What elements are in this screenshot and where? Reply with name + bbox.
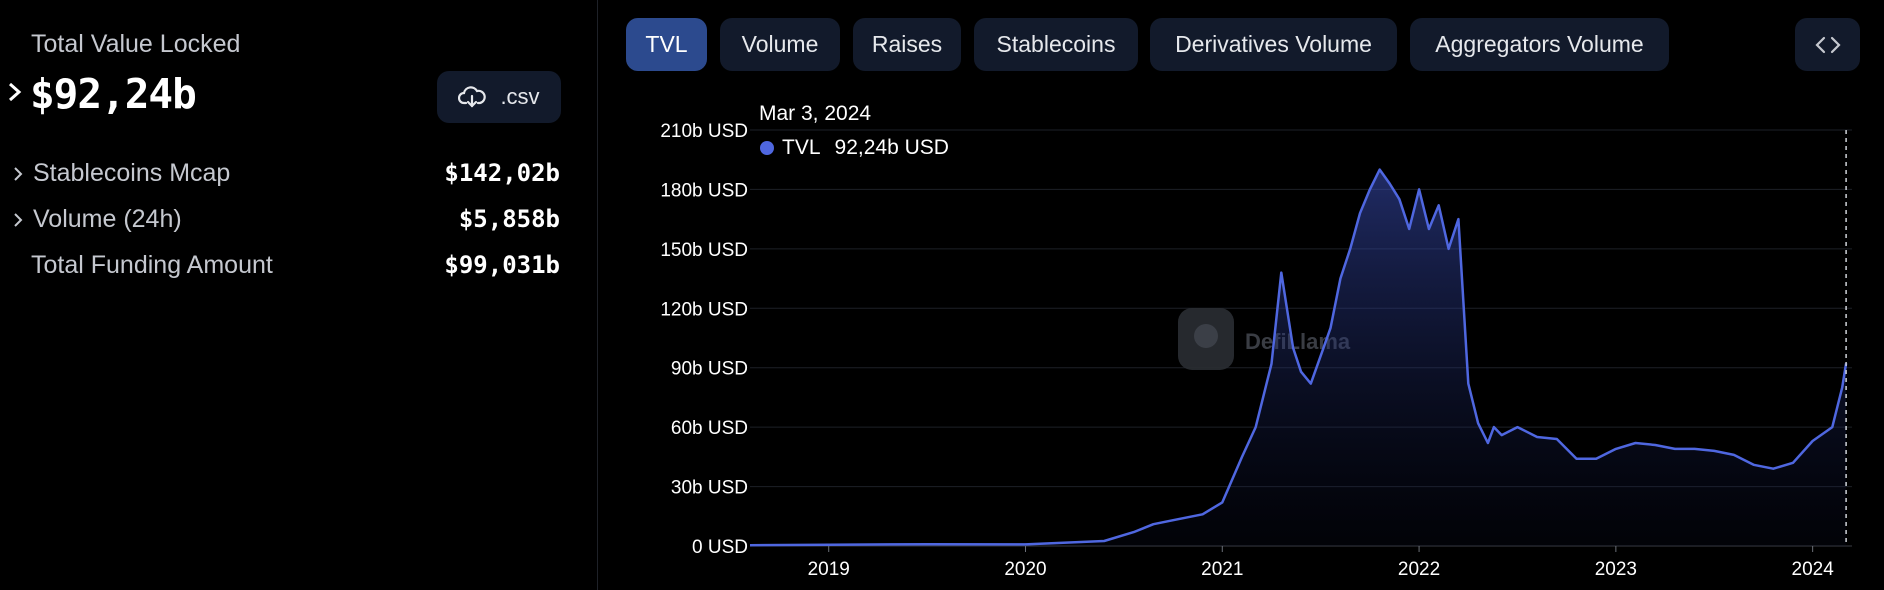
download-csv-button[interactable]: .csv xyxy=(437,71,561,123)
cloud-download-icon xyxy=(458,86,487,108)
csv-label: .csv xyxy=(500,84,540,109)
y-tick-label: 150b USD xyxy=(660,240,748,261)
tab-stablecoins[interactable]: Stablecoins xyxy=(974,18,1138,71)
y-tick-label: 0 USD xyxy=(692,537,748,558)
y-tick-label: 120b USD xyxy=(660,299,748,320)
y-tick-label: 30b USD xyxy=(671,478,748,499)
y-tick-label: 60b USD xyxy=(671,418,748,439)
stat-label: Volume (24h) xyxy=(33,205,182,233)
tab-volume[interactable]: Volume xyxy=(720,18,840,71)
tab-raises[interactable]: Raises xyxy=(853,18,961,71)
tooltip-value: 92,24b USD xyxy=(834,136,949,159)
tab-aggregators-volume[interactable]: Aggregators Volume xyxy=(1410,18,1669,71)
stat-row-stablecoins[interactable]: Stablecoins Mcap $142,02b xyxy=(0,159,560,191)
series-dot-icon xyxy=(760,141,774,155)
tooltip-date: Mar 3, 2024 xyxy=(759,102,872,125)
tvl-label: Total Value Locked xyxy=(31,30,241,58)
chevron-right-icon[interactable] xyxy=(6,80,24,104)
x-tick-label: 2022 xyxy=(1398,559,1440,580)
stat-label: Total Funding Amount xyxy=(31,251,273,279)
stat-value: $99,031b xyxy=(444,251,560,279)
stats-panel: Total Value Locked $92,24b .csv Stableco… xyxy=(0,0,598,590)
x-tick-label: 2020 xyxy=(1004,559,1046,580)
y-tick-label: 90b USD xyxy=(671,359,748,380)
x-tick-label: 2019 xyxy=(808,559,850,580)
tooltip-series: TVL xyxy=(782,136,821,159)
stat-value: $142,02b xyxy=(444,159,560,187)
y-tick-label: 180b USD xyxy=(660,180,748,201)
y-tick-label: 210b USD xyxy=(660,121,748,142)
x-tick-label: 2021 xyxy=(1201,559,1243,580)
tvl-line xyxy=(749,168,1848,547)
embed-code-button[interactable] xyxy=(1795,18,1860,71)
tvl-area xyxy=(750,169,1847,546)
tvl-value: $92,24b xyxy=(30,70,197,118)
tooltip-row: TVL 92,24b USD xyxy=(760,136,949,160)
chevron-right-icon xyxy=(14,167,23,181)
x-tick-label: 2024 xyxy=(1792,559,1835,580)
tab-derivatives-volume[interactable]: Derivatives Volume xyxy=(1150,18,1397,71)
tab-tvl[interactable]: TVL xyxy=(626,18,707,71)
code-icon xyxy=(1814,36,1841,53)
stat-row-funding: Total Funding Amount $99,031b xyxy=(0,251,560,283)
stat-label: Stablecoins Mcap xyxy=(33,159,231,187)
chevron-right-icon xyxy=(14,213,23,227)
stat-row-volume[interactable]: Volume (24h) $5,858b xyxy=(0,205,560,237)
stat-value: $5,858b xyxy=(458,205,560,233)
x-tick-label: 2023 xyxy=(1595,559,1637,580)
